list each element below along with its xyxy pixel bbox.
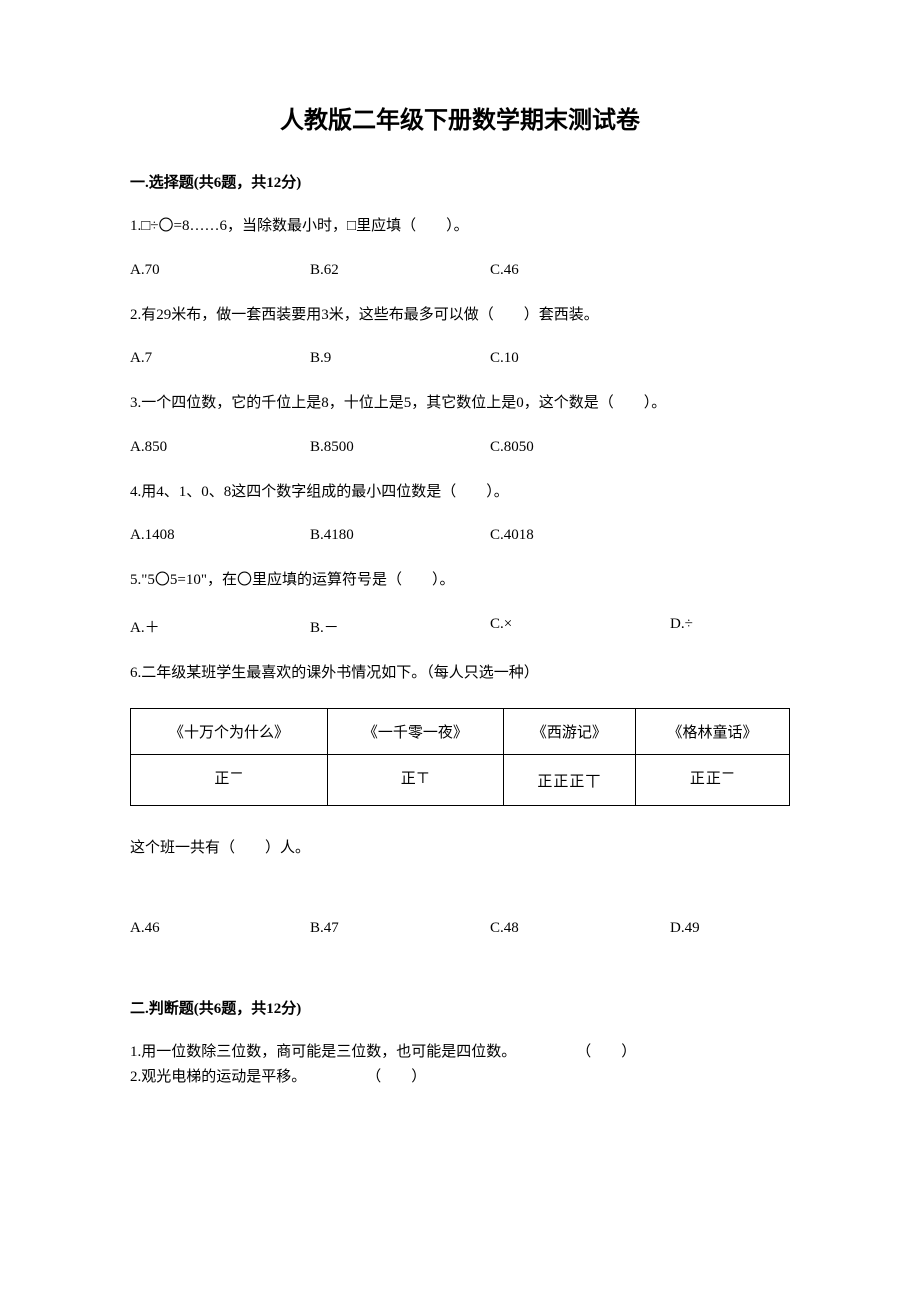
section1-header: 一.选择题(共6题，共12分) (130, 171, 790, 192)
q4-option-c: C.4018 (490, 527, 670, 544)
question-6-subtext: 这个班一共有（ ）人。 (130, 836, 790, 862)
question-4: 4.用4、1、0、8这四个数字组成的最小四位数是（ ）。 (130, 480, 790, 506)
q6-option-d: D.49 (670, 920, 790, 937)
table-tally-cell: 正𝍲 (131, 755, 328, 806)
table-tally-cell: 正正𝍲 (636, 755, 790, 806)
tf-question-2: 2.观光电梯的运动是平移。 （ ） (130, 1065, 790, 1091)
q1-option-a: A.70 (130, 262, 310, 279)
q2-option-a: A.7 (130, 350, 310, 367)
table-header-cell: 《西游记》 (503, 709, 635, 755)
q3-option-a: A.850 (130, 439, 310, 456)
question-5: 5."5〇5=10"，在〇里应填的运算符号是（ ）。 (130, 568, 790, 594)
tf-q1-text: 1.用一位数除三位数，商可能是三位数，也可能是四位数。 (130, 1040, 516, 1066)
question-6-options: A.46 B.47 C.48 D.49 (130, 920, 790, 937)
question-2: 2.有29米布，做一套西装要用3米，这些布最多可以做（ ）套西装。 (130, 303, 790, 329)
table-header-cell: 《一千零一夜》 (328, 709, 504, 755)
tf-q1-paren (516, 1040, 576, 1066)
question-1: 1.□÷〇=8……6，当除数最小时，□里应填（ ）。 (130, 214, 790, 240)
question-1-options: A.70 B.62 C.46 (130, 262, 790, 279)
q1-option-b: B.62 (310, 262, 490, 279)
tf-q2-text: 2.观光电梯的运动是平移。 (130, 1065, 306, 1091)
q2-option-b: B.9 (310, 350, 490, 367)
tf-q1-parens: （ ） (576, 1040, 636, 1066)
q4-option-a: A.1408 (130, 527, 310, 544)
tally-table: 《十万个为什么》 《一千零一夜》 《西游记》 《格林童话》 正𝍲 正𝍳 正正正丅… (130, 708, 790, 806)
table-tally-row: 正𝍲 正𝍳 正正正丅 正正𝍲 (131, 755, 790, 806)
table-tally-cell: 正𝍳 (328, 755, 504, 806)
q5-option-c: C.× (490, 616, 670, 637)
q6-option-a: A.46 (130, 920, 310, 937)
tf-q2-parens: （ ） (366, 1065, 426, 1091)
section2-header: 二.判断题(共6题，共12分) (130, 997, 790, 1018)
q5-option-a: A.＋ (130, 616, 310, 637)
q3-option-b: B.8500 (310, 439, 490, 456)
table-header-cell: 《格林童话》 (636, 709, 790, 755)
table-tally-cell: 正正正丅 (503, 755, 635, 806)
q5-option-b: B.－ (310, 616, 490, 637)
q6-option-c: C.48 (490, 920, 670, 937)
q5-option-d: D.÷ (670, 616, 790, 637)
question-5-options: A.＋ B.－ C.× D.÷ (130, 616, 790, 637)
question-2-options: A.7 B.9 C.10 (130, 350, 790, 367)
q6-option-b: B.47 (310, 920, 490, 937)
q4-option-b: B.4180 (310, 527, 490, 544)
q3-option-c: C.8050 (490, 439, 670, 456)
exam-title: 人教版二年级下册数学期末测试卷 (130, 100, 790, 135)
tf-q2-paren (306, 1065, 366, 1091)
question-3: 3.一个四位数，它的千位上是8，十位上是5，其它数位上是0，这个数是（ ）。 (130, 391, 790, 417)
q1-option-c: C.46 (490, 262, 670, 279)
table-header-row: 《十万个为什么》 《一千零一夜》 《西游记》 《格林童话》 (131, 709, 790, 755)
question-6: 6.二年级某班学生最喜欢的课外书情况如下。（每人只选一种） (130, 661, 790, 687)
q2-option-c: C.10 (490, 350, 670, 367)
question-4-options: A.1408 B.4180 C.4018 (130, 527, 790, 544)
tf-question-1: 1.用一位数除三位数，商可能是三位数，也可能是四位数。 （ ） (130, 1040, 790, 1066)
table-header-cell: 《十万个为什么》 (131, 709, 328, 755)
question-3-options: A.850 B.8500 C.8050 (130, 439, 790, 456)
